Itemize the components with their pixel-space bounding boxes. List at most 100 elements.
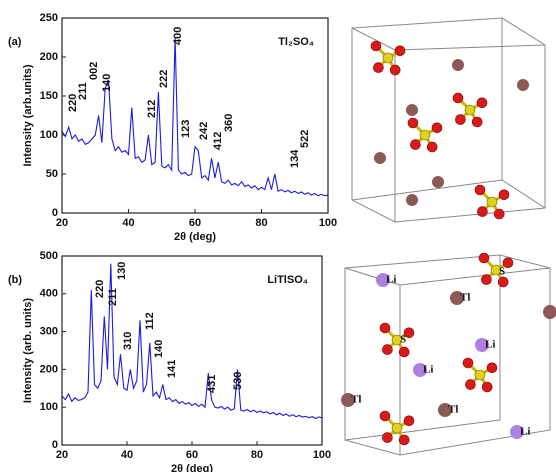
y-tick-label: 400 [40,288,58,300]
peak-label: 002 [88,62,100,80]
atom-label: Tl [448,404,458,416]
peak-label: 123 [180,120,192,138]
oxygen-atom [487,363,497,373]
oxygen-atom [465,380,475,390]
panel-label: (b) [8,274,22,286]
oxygen-atom [477,207,487,217]
tl-atom [452,59,464,71]
y-axis-label: Intensity (arb.units) [22,64,34,166]
sulfur-atom [383,53,393,63]
atom-label: Li [485,339,495,351]
oxygen-atom [477,98,487,108]
cell-edge [345,420,500,440]
oxygen-atom [371,41,381,51]
y-tick-label: 250 [40,12,58,24]
peak-label: 522 [299,130,311,148]
atom-label: Tl [351,394,361,406]
oxygen-atom [472,117,482,127]
x-tick-label: 20 [56,449,68,461]
y-tick-label: 100 [40,129,58,141]
peak-label: 134 [289,149,301,168]
oxygen-atom [455,115,465,125]
x-tick-label: 40 [121,449,133,461]
peak-label: 431 [206,375,218,393]
peak-label: 220 [94,280,106,298]
atom-label: Li [386,274,396,286]
peak-label: 222 [158,70,170,88]
y-axis-label: Intensity (arb. units) [22,298,34,403]
sulfur-atom [465,105,475,115]
peak-label: 140 [101,74,113,92]
atom-label: Li [520,426,530,438]
x-tick-label: 60 [189,217,201,229]
oxygen-atom [373,63,383,73]
oxygen-atom [482,382,492,392]
tl-atom [517,79,529,91]
structure-a [352,18,545,222]
peak-label: 112 [144,312,156,330]
y-tick-label: 200 [40,363,58,375]
peak-label: 360 [223,114,235,132]
oxygen-atom [382,433,392,443]
peak-label: 310 [122,332,134,350]
peak-label: 400 [172,27,184,45]
peak-label: 242 [198,122,210,140]
chart-title: Tl₂SO₄ [278,36,314,48]
peak-label: 212 [146,100,158,118]
x-tick-label: 80 [251,449,263,461]
oxygen-atom [390,65,400,75]
sulfur-atom [475,370,485,380]
sulfur-atom [392,423,402,433]
peak-label: 211 [107,288,119,306]
tl-atom [406,104,418,116]
x-tick-label: 40 [122,217,134,229]
panel-label: (a) [8,36,22,48]
peak-label: 130 [116,262,128,280]
oxygen-atom [481,275,491,285]
figure: LiTlSSLiLiTlTlLi050100150200250204060801… [0,0,556,472]
oxygen-atom [380,411,390,421]
oxygen-atom [399,435,409,445]
atom-label: S [400,334,406,346]
oxygen-atom [399,347,409,357]
oxygen-atom [395,46,405,56]
y-tick-label: 150 [40,90,58,102]
x-tick-label: 100 [319,217,337,229]
oxygen-atom [479,253,489,263]
y-tick-label: 300 [40,326,58,338]
oxygen-atom [475,185,485,195]
tl-atom [432,176,444,188]
xrd-pattern [62,38,328,196]
sulfur-atom [420,130,430,140]
oxygen-atom [404,416,414,426]
atom-label: S [499,266,505,278]
atom-label: Tl [460,292,470,304]
y-tick-label: 50 [46,168,58,180]
cell-edge [395,45,545,50]
chart-title: LiTlSO₄ [267,274,308,286]
peak-label: 530 [232,372,244,390]
x-tick-label: 60 [186,449,198,461]
x-tick-label: 80 [255,217,267,229]
oxygen-atom [427,142,437,152]
atom-label: Li [423,364,433,376]
peak-label: 412 [212,132,224,150]
oxygen-atom [494,209,504,219]
oxygen-atom [498,277,508,287]
oxygen-atom [408,118,418,128]
x-tick-label: 100 [313,449,331,461]
cell-edge [400,268,550,285]
oxygen-atom [382,345,392,355]
oxygen-atom [380,323,390,333]
peak-label: 141 [166,360,178,378]
tl-atom [406,194,418,206]
y-tick-label: 500 [40,250,58,262]
x-tick-label: 20 [56,217,68,229]
oxygen-atom [453,93,463,103]
x-axis-label: 2θ (deg) [174,231,216,243]
sulfur-atom [487,197,497,207]
tl-atom [543,305,556,319]
y-tick-label: 100 [40,401,58,413]
peak-label: 211 [77,82,89,100]
oxygen-atom [463,358,473,368]
